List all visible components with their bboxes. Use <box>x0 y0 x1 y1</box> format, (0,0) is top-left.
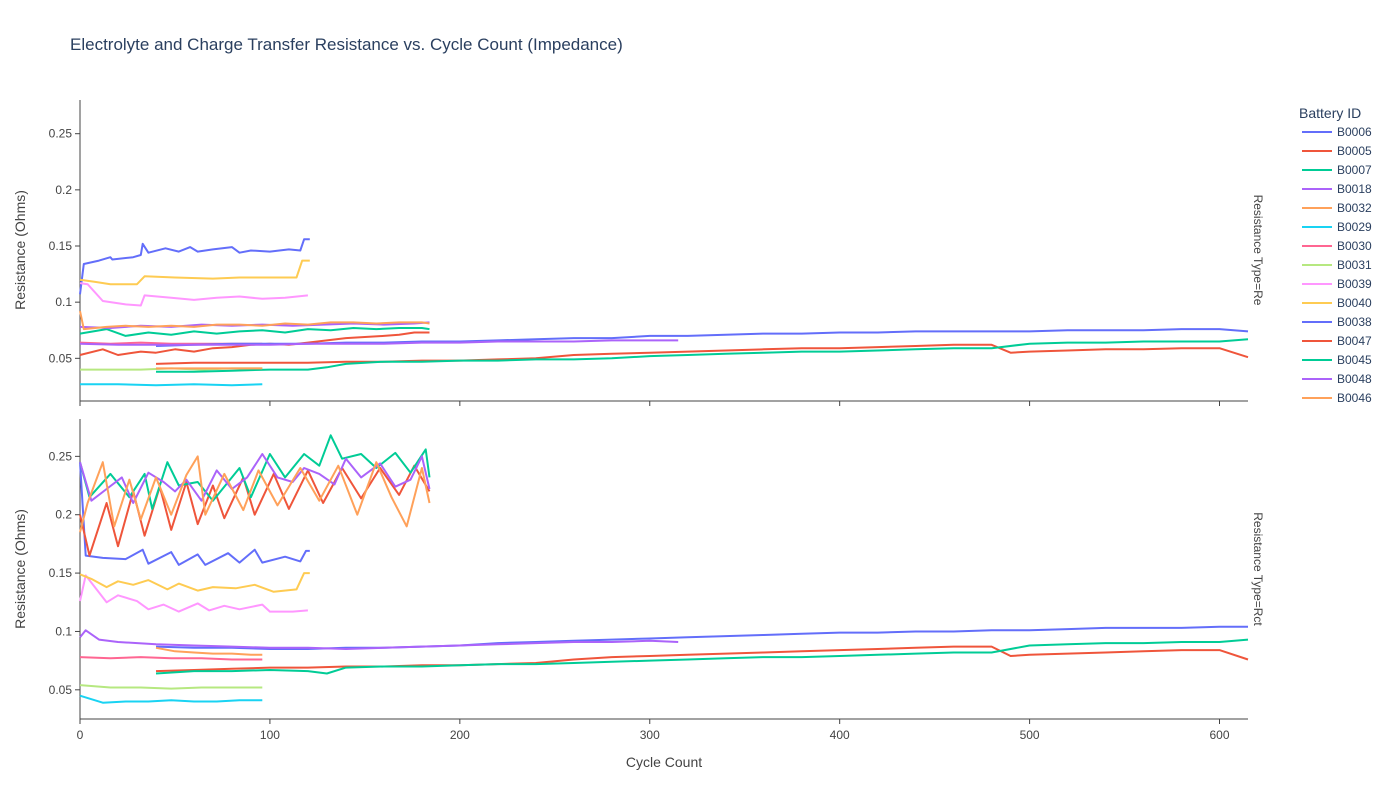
legend-label-B0031: B0031 <box>1337 258 1372 272</box>
series-line-B0040-re <box>79 259 310 286</box>
y-tick-label: 0.05 <box>49 683 73 697</box>
facet-label-rct: Resistance Type=Rct <box>1251 512 1265 626</box>
y-axis-title-re: Resistance (Ohms) <box>12 190 28 310</box>
x-axis-title: Cycle Count <box>626 754 702 770</box>
y-tick-label: 0.2 <box>55 183 72 197</box>
x-tick-label: 100 <box>260 728 280 742</box>
series-line-B0030-rct <box>79 656 263 661</box>
series-line-B0048-re <box>79 339 679 346</box>
legend-label-B0046: B0046 <box>1337 391 1372 405</box>
series-line-B0032-re <box>79 310 430 331</box>
series-line-B0047-re <box>155 343 1249 365</box>
legend-label-B0039: B0039 <box>1337 277 1372 291</box>
legend-label-B0040: B0040 <box>1337 296 1372 310</box>
y-tick-label: 0.25 <box>49 127 73 141</box>
y-tick-label: 0.05 <box>49 351 73 365</box>
y-tick-label: 0.15 <box>49 566 73 580</box>
y-tick-label: 0.25 <box>49 449 73 463</box>
series-line-B0047-rct <box>155 645 1249 673</box>
y-tick-label: 0.2 <box>55 508 72 522</box>
legend-label-B0045: B0045 <box>1337 353 1372 367</box>
legend-label-B0032: B0032 <box>1337 201 1372 215</box>
series-line-B0006-rct <box>79 462 310 566</box>
legend-label-B0038: B0038 <box>1337 315 1372 329</box>
legend-label-B0007: B0007 <box>1337 163 1372 177</box>
series-line-B0039-rct <box>79 574 308 613</box>
series-line-B0045-rct <box>155 638 1249 675</box>
x-tick-label: 300 <box>640 728 660 742</box>
x-tick-label: 600 <box>1209 728 1229 742</box>
y-tick-label: 0.1 <box>55 295 72 309</box>
series-line-B0031-rct <box>79 684 263 690</box>
series-line-B0006-re <box>79 238 310 295</box>
series-line-B0040-rct <box>79 572 310 593</box>
series-line-B0045-re <box>156 338 1249 373</box>
y-tick-label: 0.15 <box>49 239 73 253</box>
x-tick-label: 500 <box>1020 728 1040 742</box>
series-line-B0039-re <box>79 282 309 307</box>
legend-label-B0047: B0047 <box>1337 334 1372 348</box>
series-line-B0048-rct <box>79 629 679 650</box>
legend-title: Battery ID <box>1299 105 1361 121</box>
y-tick-label: 0.1 <box>55 624 72 638</box>
legend-label-B0048: B0048 <box>1337 372 1372 386</box>
series-line-B0007-re <box>79 327 430 337</box>
facet-re: 0.05 0.1 0.15 0.2 0.25 <box>49 100 1249 406</box>
legend-label-B0006: B0006 <box>1337 125 1372 139</box>
series-line-B0032-rct <box>79 455 431 533</box>
series-line-B0038-rct <box>155 625 1248 650</box>
facet-rct: 0.05 0.1 0.15 0.2 0.25 0 100 200 300 400 500 600 <box>49 419 1249 742</box>
facet-label-re: Resistance Type=Re <box>1251 195 1265 306</box>
series-line-B0029-re <box>80 383 263 387</box>
x-tick-label: 200 <box>450 728 470 742</box>
x-tick-label: 0 <box>77 728 84 742</box>
chart-title: Electrolyte and Charge Transfer Resistan… <box>70 35 623 54</box>
legend: Battery ID B0006 B0005 B0007 B0018 B0032 B002… <box>1299 105 1372 405</box>
series-line-B0046-rct <box>155 646 263 656</box>
legend-label-B0018: B0018 <box>1337 182 1372 196</box>
legend-label-B0029: B0029 <box>1337 220 1372 234</box>
legend-label-B0005: B0005 <box>1337 144 1372 158</box>
y-axis-title-rct: Resistance (Ohms) <box>12 509 28 629</box>
series-line-B0029-rct <box>79 694 263 704</box>
legend-label-B0030: B0030 <box>1337 239 1372 253</box>
x-tick-label: 400 <box>830 728 850 742</box>
